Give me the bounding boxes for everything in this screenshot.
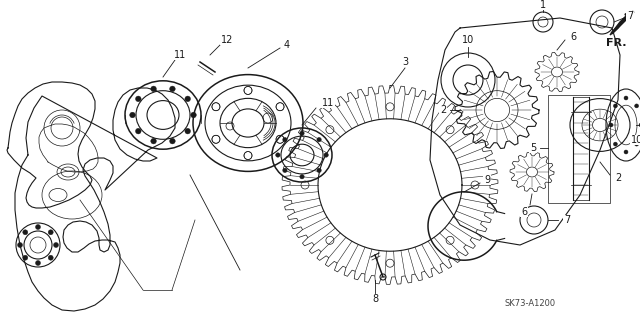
Circle shape [151, 138, 156, 144]
Circle shape [244, 152, 252, 160]
Circle shape [35, 225, 40, 229]
Circle shape [54, 242, 58, 248]
Circle shape [130, 112, 135, 118]
Text: 2: 2 [440, 105, 446, 115]
Circle shape [624, 150, 628, 154]
Circle shape [613, 142, 618, 146]
Text: 12: 12 [221, 35, 233, 45]
Circle shape [185, 128, 191, 134]
Text: 2: 2 [615, 173, 621, 183]
Text: FR.: FR. [605, 38, 627, 48]
Text: SK73-A1200: SK73-A1200 [504, 299, 556, 308]
Text: 10: 10 [462, 35, 474, 45]
Circle shape [48, 255, 53, 260]
Circle shape [635, 142, 639, 146]
Circle shape [283, 168, 287, 173]
Text: 10: 10 [631, 135, 640, 145]
Circle shape [48, 230, 53, 235]
Text: 3: 3 [402, 57, 408, 67]
Text: 8: 8 [372, 294, 378, 304]
Text: 5: 5 [530, 143, 536, 153]
Circle shape [300, 131, 304, 136]
Circle shape [151, 86, 156, 92]
Circle shape [609, 123, 613, 127]
Circle shape [639, 123, 640, 127]
Polygon shape [610, 14, 628, 35]
Text: 6: 6 [521, 207, 527, 217]
Text: 4: 4 [284, 40, 290, 50]
Circle shape [244, 86, 252, 94]
Text: 1: 1 [540, 0, 546, 10]
Bar [548, 95, 610, 203]
Circle shape [170, 86, 175, 92]
Circle shape [185, 96, 191, 102]
Text: 6: 6 [570, 32, 576, 42]
Circle shape [276, 135, 284, 143]
Text: 11: 11 [322, 98, 334, 108]
Circle shape [191, 112, 196, 118]
Circle shape [276, 103, 284, 111]
Circle shape [283, 137, 287, 142]
Circle shape [300, 174, 304, 179]
Circle shape [212, 135, 220, 143]
Circle shape [35, 261, 40, 265]
Circle shape [136, 128, 141, 134]
Circle shape [317, 168, 321, 173]
Text: 11: 11 [174, 50, 186, 60]
Circle shape [613, 104, 618, 108]
Text: 7: 7 [627, 11, 633, 21]
Circle shape [276, 153, 280, 157]
Text: 7: 7 [564, 215, 570, 225]
Circle shape [212, 103, 220, 111]
Text: 9: 9 [484, 175, 490, 185]
Circle shape [23, 230, 28, 235]
Circle shape [17, 242, 22, 248]
Circle shape [136, 96, 141, 102]
Circle shape [317, 137, 321, 142]
Circle shape [635, 104, 639, 108]
Circle shape [324, 153, 328, 157]
Circle shape [23, 255, 28, 260]
Circle shape [170, 138, 175, 144]
Circle shape [624, 96, 628, 100]
